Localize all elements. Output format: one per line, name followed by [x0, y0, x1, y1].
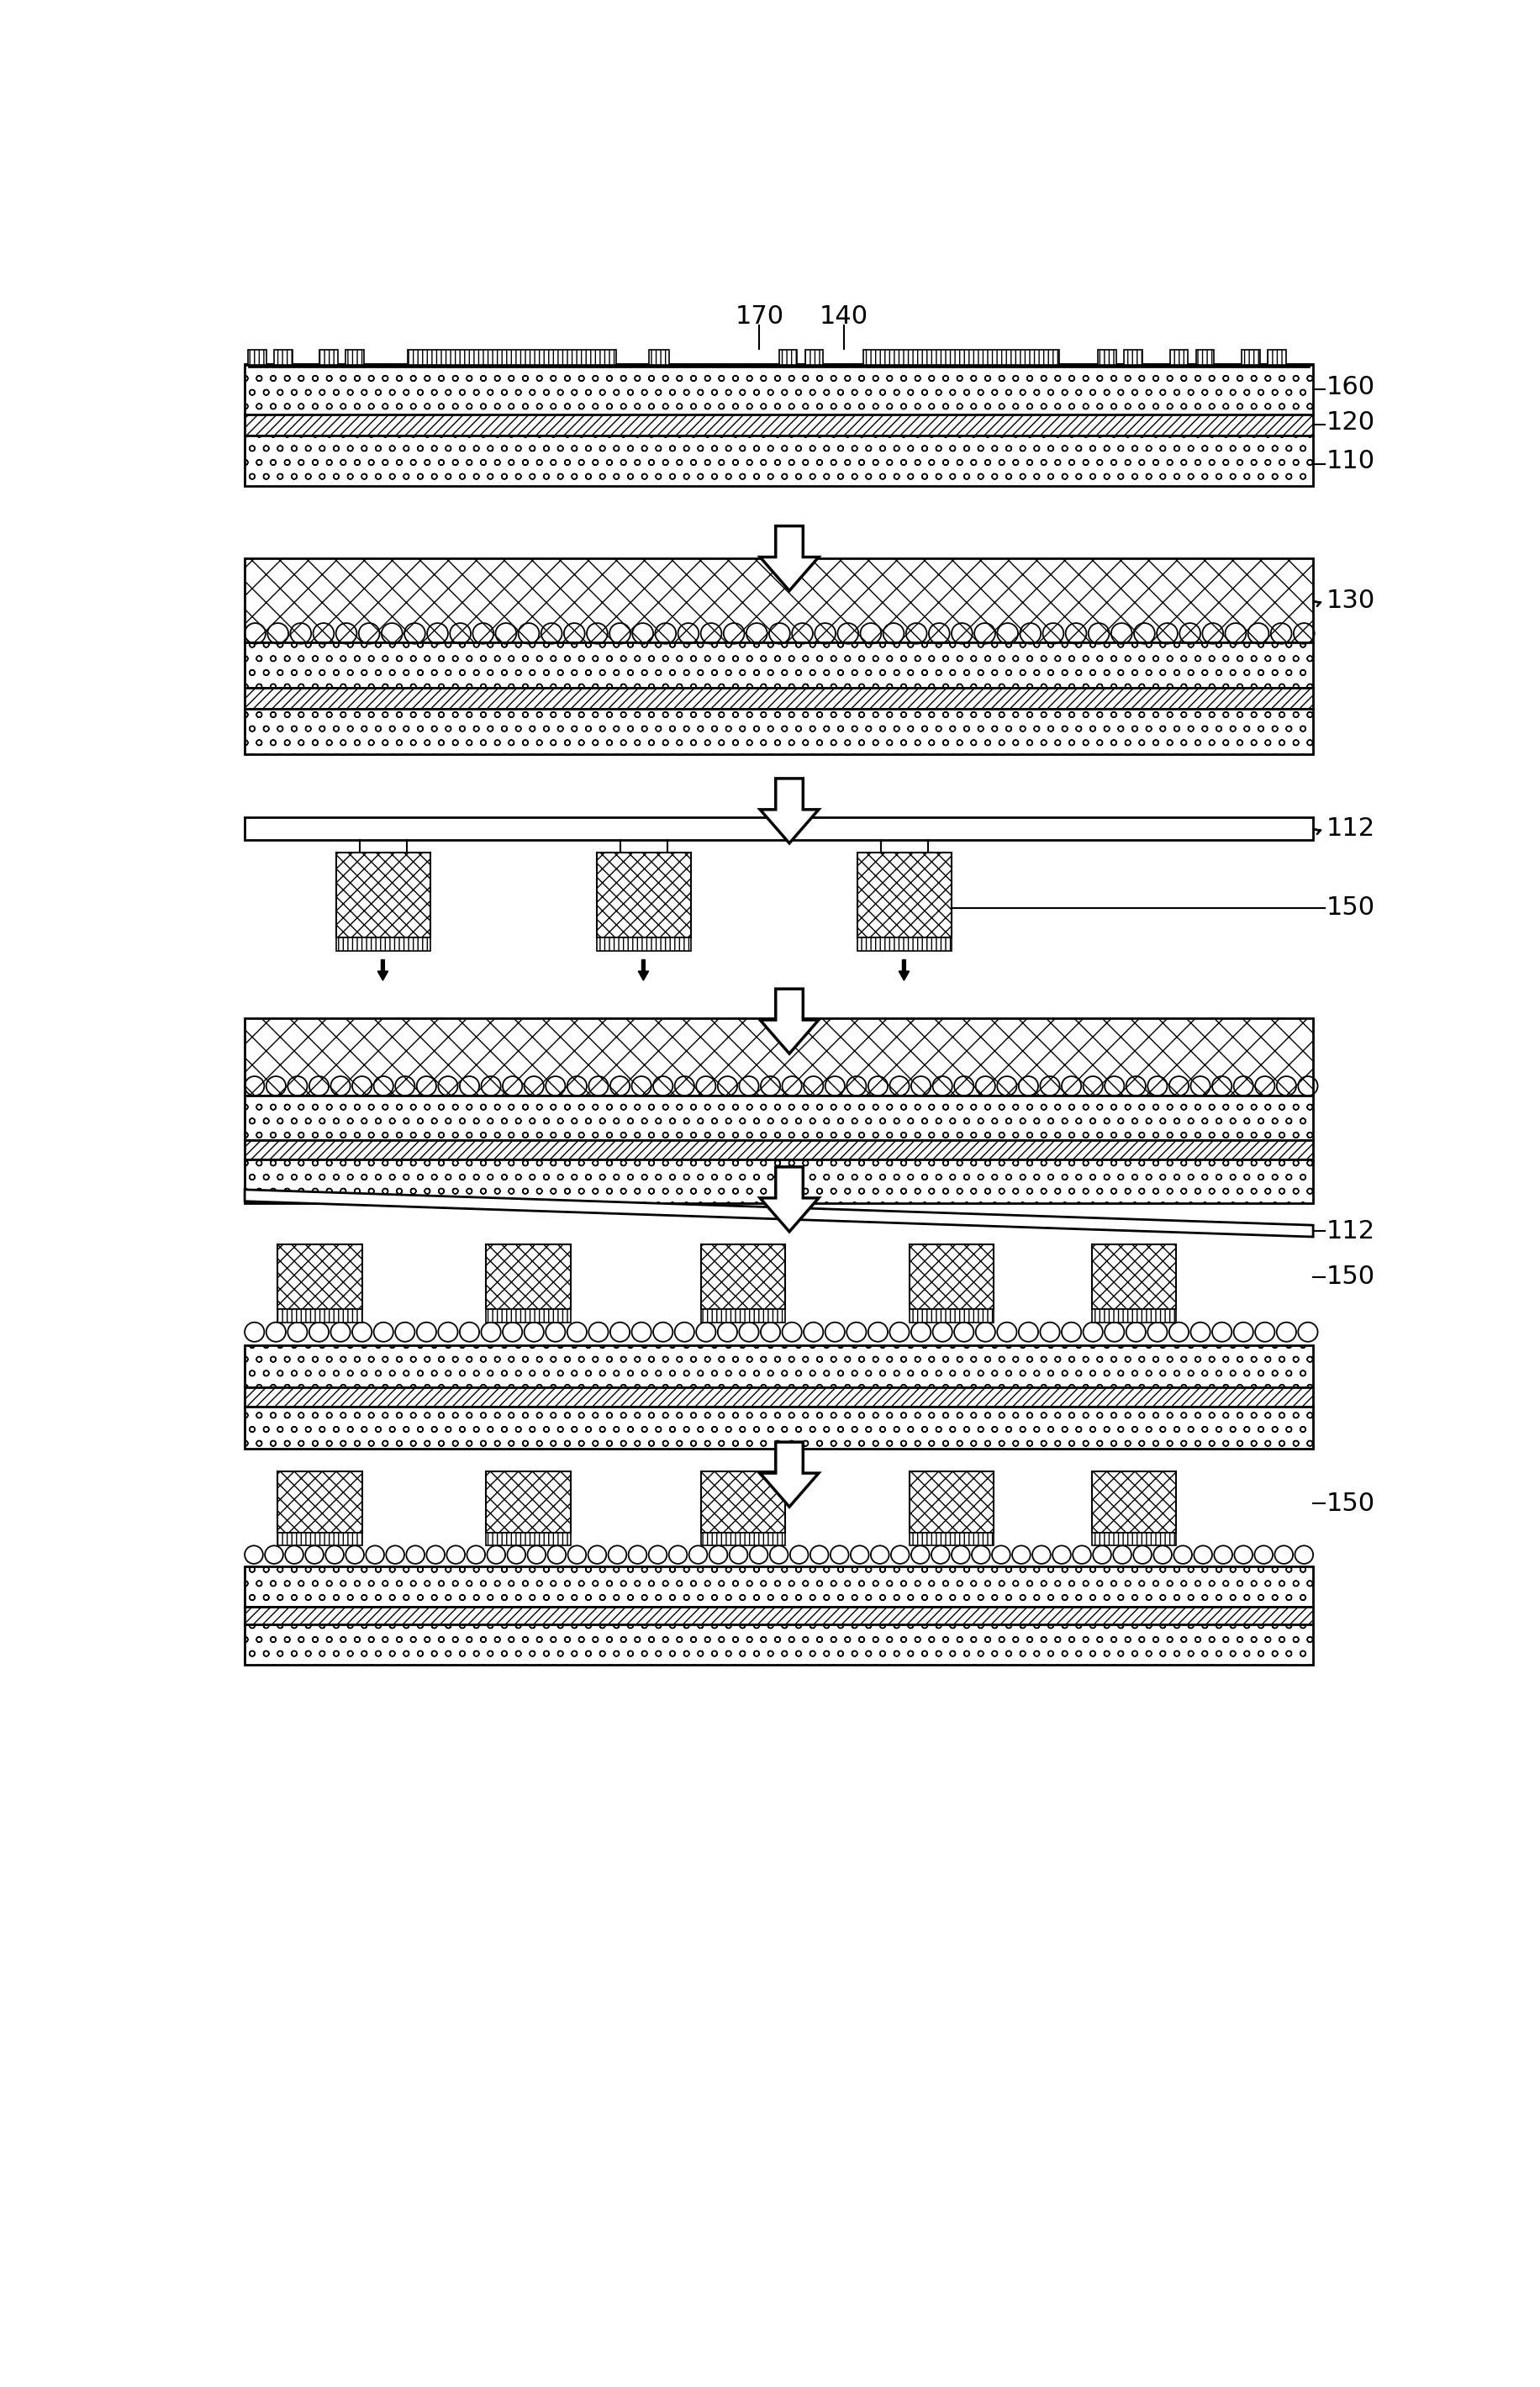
Bar: [245, 415, 1312, 434]
Bar: [1098, 351, 1116, 365]
Bar: [245, 1566, 1312, 1606]
Bar: [319, 351, 337, 365]
Bar: [245, 1606, 1312, 1626]
Bar: [779, 351, 796, 365]
Bar: [245, 1160, 1312, 1203]
Bar: [408, 351, 616, 365]
Bar: [245, 1387, 1312, 1406]
Bar: [274, 351, 293, 365]
Bar: [336, 938, 430, 952]
Bar: [248, 365, 1309, 368]
Bar: [804, 351, 822, 365]
Bar: [245, 1096, 1312, 1139]
Bar: [248, 351, 266, 365]
Bar: [909, 1470, 993, 1532]
Bar: [245, 1139, 1312, 1160]
Bar: [245, 687, 1312, 709]
Bar: [245, 365, 1312, 415]
Bar: [245, 434, 1312, 487]
Bar: [1090, 1244, 1175, 1310]
Bar: [909, 1532, 993, 1547]
Bar: [701, 1532, 785, 1547]
Polygon shape: [377, 960, 388, 981]
Text: 170: 170: [735, 306, 784, 329]
Text: 112: 112: [1326, 1220, 1374, 1244]
Text: 150: 150: [1326, 895, 1374, 919]
Bar: [701, 1310, 785, 1322]
Bar: [1267, 351, 1284, 365]
Polygon shape: [759, 1442, 818, 1506]
Bar: [648, 351, 668, 365]
Bar: [245, 816, 1312, 840]
Polygon shape: [898, 960, 909, 981]
Bar: [909, 1244, 993, 1310]
Bar: [336, 852, 430, 938]
Polygon shape: [245, 1189, 1312, 1236]
Bar: [701, 1470, 785, 1532]
Bar: [245, 1406, 1312, 1449]
Bar: [277, 1310, 362, 1322]
Bar: [245, 1344, 1312, 1387]
Text: 150: 150: [1326, 1265, 1374, 1289]
Polygon shape: [759, 525, 818, 590]
Bar: [596, 852, 690, 938]
Polygon shape: [759, 778, 818, 843]
Bar: [277, 1244, 362, 1310]
Bar: [1090, 1532, 1175, 1547]
Bar: [245, 642, 1312, 687]
Bar: [1124, 351, 1141, 365]
Bar: [596, 938, 690, 952]
Bar: [277, 1532, 362, 1547]
Bar: [856, 938, 952, 952]
Bar: [485, 1310, 570, 1322]
Bar: [245, 1626, 1312, 1664]
Bar: [1195, 351, 1214, 365]
Bar: [862, 351, 1058, 365]
Bar: [1090, 1470, 1175, 1532]
Bar: [277, 1470, 362, 1532]
Polygon shape: [638, 960, 648, 981]
Text: 160: 160: [1326, 375, 1374, 399]
Text: 112: 112: [1326, 816, 1374, 840]
Text: 140: 140: [819, 306, 869, 329]
Bar: [1090, 1310, 1175, 1322]
Text: 110: 110: [1326, 449, 1374, 473]
Polygon shape: [759, 988, 818, 1053]
Bar: [485, 1244, 570, 1310]
Bar: [856, 852, 952, 938]
Text: 120: 120: [1326, 411, 1374, 434]
Bar: [245, 709, 1312, 754]
Bar: [1169, 351, 1187, 365]
Bar: [345, 351, 363, 365]
Bar: [245, 363, 1312, 365]
Bar: [245, 559, 1312, 642]
Bar: [485, 1532, 570, 1547]
Text: 150: 150: [1326, 1492, 1374, 1516]
Bar: [485, 1470, 570, 1532]
Bar: [909, 1310, 993, 1322]
Bar: [1241, 351, 1260, 365]
Bar: [701, 1244, 785, 1310]
Bar: [245, 1017, 1312, 1096]
Polygon shape: [759, 1167, 818, 1232]
Text: 130: 130: [1326, 587, 1374, 613]
